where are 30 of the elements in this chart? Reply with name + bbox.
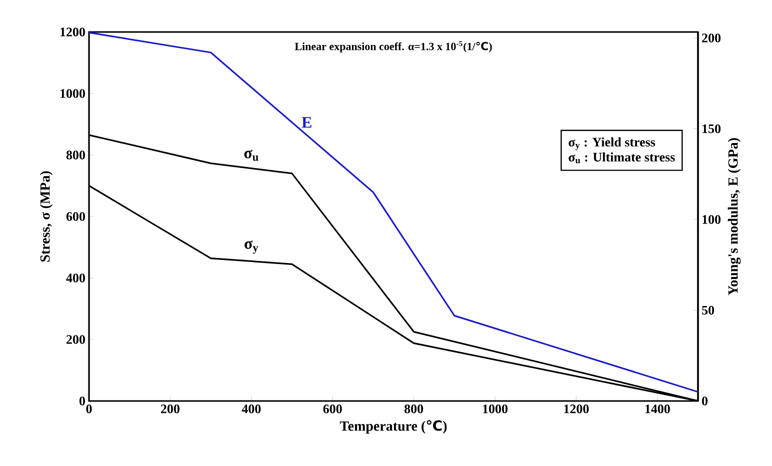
y-tick-label: 1200 bbox=[60, 28, 85, 36]
series-label: σ$_{y}$ bbox=[244, 240, 258, 254]
y-tick-label: 800 bbox=[66, 150, 85, 160]
x-tick-label: 400 bbox=[242, 404, 261, 414]
annotation: σ$_{u}$ : Ultimate stress bbox=[568, 152, 675, 164]
x-tick-label: 0 bbox=[86, 404, 92, 414]
x-tick-label: 1000 bbox=[483, 404, 508, 414]
y2-axis-title: Young's modulus, E (GPa) bbox=[728, 138, 741, 296]
y2-tick-label: 150 bbox=[702, 124, 721, 134]
y-tick-label: 400 bbox=[66, 274, 85, 282]
y2-tick-label: 100 bbox=[702, 215, 721, 224]
x-tick-label: 1400 bbox=[645, 404, 670, 414]
y2-tick-label: 200 bbox=[702, 34, 721, 42]
line-series bbox=[89, 32, 698, 393]
y2-tick-label: 0 bbox=[702, 396, 708, 406]
x-tick-label: 800 bbox=[404, 404, 424, 414]
x-tick-label: 1200 bbox=[564, 404, 589, 414]
series-label: σ$_{u}$ bbox=[244, 150, 258, 161]
x-tick-label: 600 bbox=[323, 404, 342, 414]
annotation: Linear expansion coeff. α=1.3 x 10$^{-5}$(1/℃) bbox=[294, 41, 492, 52]
x-tick-label: 200 bbox=[161, 404, 180, 414]
x-axis-title: Temperature (℃) bbox=[340, 420, 447, 434]
y-tick-label: 0 bbox=[79, 396, 85, 406]
series-label: E bbox=[302, 117, 312, 128]
y2-tick-label: 50 bbox=[702, 306, 714, 315]
annotation: σ$_{y}$ : Yield stress bbox=[568, 137, 656, 150]
y-tick-label: 1000 bbox=[60, 89, 85, 98]
y-tick-label: 200 bbox=[66, 335, 85, 344]
y-tick-label: 600 bbox=[66, 212, 85, 221]
y-axis-title: Stress, σ (MPa) bbox=[40, 171, 53, 262]
